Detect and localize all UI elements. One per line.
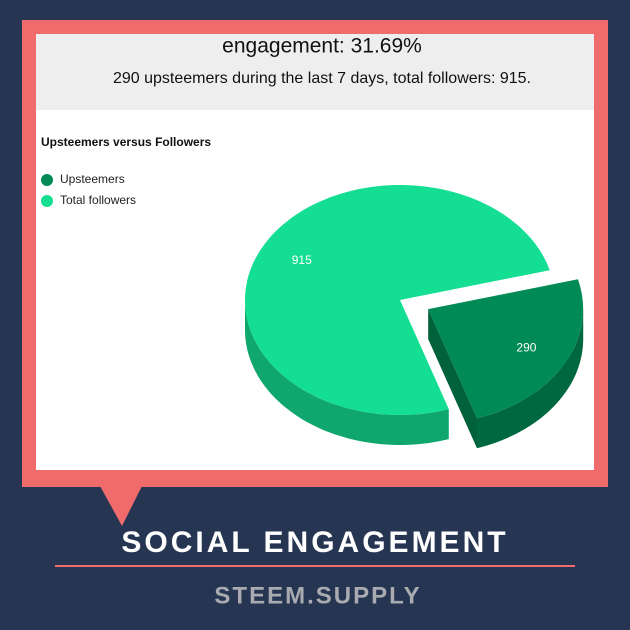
- header-title: engagement: 31.69%: [222, 35, 422, 58]
- chart: Upsteemers Total followers 915 290: [41, 172, 584, 449]
- slice: [428, 279, 584, 419]
- legend-label: Upsteemers: [60, 172, 125, 186]
- header-subtitle: 290 upsteemers during the last 7 days, t…: [113, 70, 531, 87]
- footer-title: SOCIAL ENGAGEMENT: [121, 526, 508, 559]
- slice-side: [477, 309, 584, 449]
- footer-brand: STEEM.SUPPLY: [214, 582, 421, 609]
- legend-swatch: [41, 195, 53, 207]
- slice: [245, 185, 550, 415]
- bubble-tail: [100, 486, 142, 526]
- legend-swatch: [41, 174, 53, 186]
- chart-title: Upsteemers versus Followers: [41, 135, 211, 149]
- data-label: 290: [516, 341, 536, 355]
- slice-side: [245, 300, 449, 445]
- data-label: 915: [292, 253, 312, 267]
- header-band: [36, 34, 594, 110]
- slice-cut-face: [428, 309, 477, 449]
- legend-label: Total followers: [60, 193, 136, 207]
